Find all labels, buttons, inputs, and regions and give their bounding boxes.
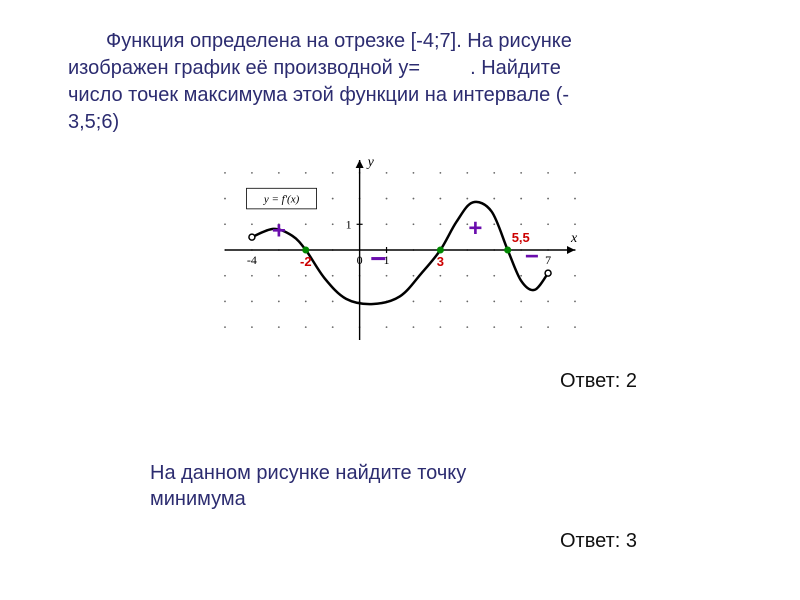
answer-1: Ответ: 2	[560, 370, 637, 393]
svg-text:-4: -4	[247, 253, 257, 267]
problem-line2b: . Найдите	[470, 57, 561, 79]
problem-line1: Функция определена на отрезке [-4;7]. На…	[106, 30, 572, 52]
svg-text:+: +	[468, 215, 482, 242]
svg-text:y = f'(x): y = f'(x)	[263, 194, 300, 206]
svg-text:−: −	[525, 243, 539, 270]
problem-line2a: изображен график её производной y=	[68, 57, 420, 79]
subtask-line1: На данном рисунке найдите точку	[150, 462, 466, 484]
svg-text:y: y	[366, 155, 375, 170]
subtask-text: На данном рисунке найдите точку минимума	[150, 460, 600, 512]
svg-text:x: x	[570, 231, 578, 246]
svg-text:+: +	[272, 217, 286, 244]
derivative-chart: -40171xyy = f'(x)-235,5+−+−	[215, 150, 585, 350]
svg-text:7: 7	[545, 253, 551, 267]
problem-line3: число точек максимума этой функции на ин…	[68, 84, 569, 106]
problem-line4: 3,5;6)	[68, 111, 119, 133]
answer-2: Ответ: 3	[560, 530, 637, 553]
svg-text:0: 0	[357, 253, 363, 267]
svg-text:1: 1	[346, 217, 352, 231]
svg-text:−: −	[370, 243, 386, 274]
svg-text:3: 3	[437, 254, 444, 269]
problem-statement: Функция определена на отрезке [-4;7]. На…	[68, 28, 728, 136]
svg-text:-2: -2	[300, 254, 312, 269]
subtask-line2: минимума	[150, 488, 246, 510]
